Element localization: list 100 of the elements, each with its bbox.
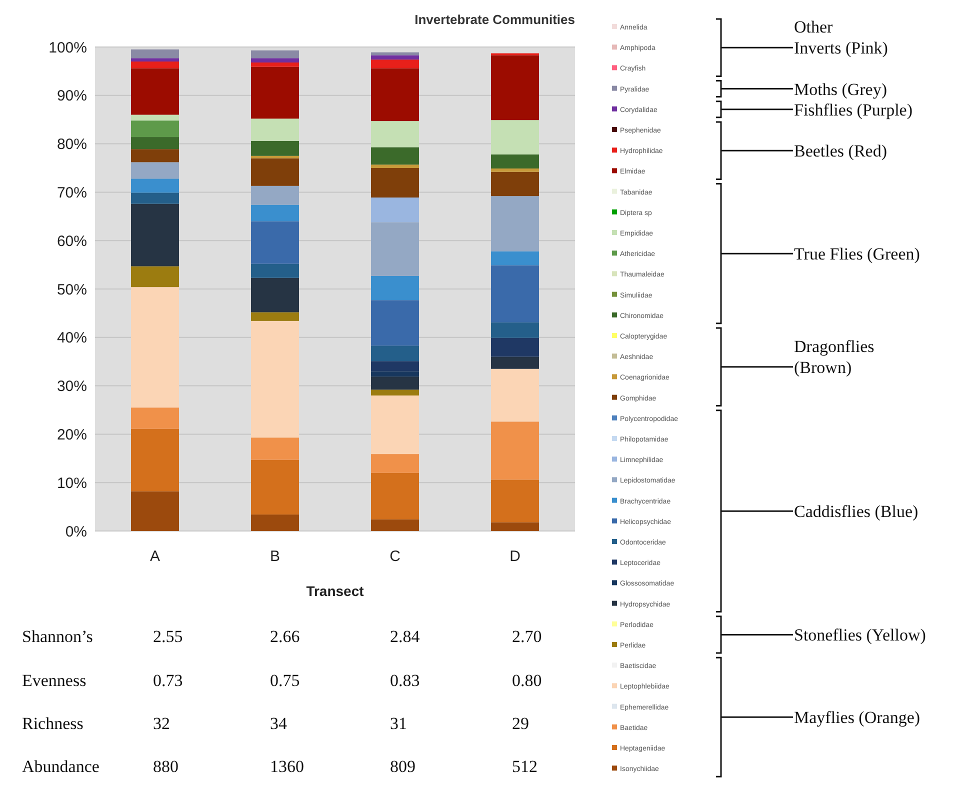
text: 34 [270, 714, 288, 733]
text: Dragonflies (Brown) [794, 336, 874, 377]
bar [251, 221, 299, 264]
text: 0.73 [153, 670, 183, 690]
text: 1360 [270, 756, 304, 776]
text: 2.70 [512, 626, 542, 646]
bar [491, 154, 539, 168]
text: 29 [512, 714, 529, 733]
bar [371, 68, 419, 122]
bar [251, 158, 299, 186]
bar [131, 68, 179, 115]
text: Stoneflies (Yellow) [794, 626, 926, 645]
text: 0.83 [390, 670, 420, 690]
bar [131, 428, 179, 492]
bar [491, 265, 539, 322]
bar [371, 55, 419, 60]
bar [491, 368, 539, 422]
bar [491, 322, 539, 338]
text: 2.66 [270, 626, 300, 646]
chart-title: Invertebrate Communities [414, 12, 575, 27]
bar [131, 266, 179, 288]
bar [131, 114, 179, 121]
text: Caddisflies (Blue) [794, 502, 918, 522]
bar [131, 162, 179, 179]
bar [491, 338, 539, 357]
x-tick-label: D [510, 548, 521, 565]
bar [491, 55, 539, 120]
text: 0.80 [512, 670, 542, 690]
x-axis-title: Transect [306, 583, 364, 599]
bar [371, 276, 419, 300]
bar [371, 198, 419, 222]
bar [131, 204, 179, 266]
text: Richness [22, 714, 84, 733]
text: Beetles (Red) [794, 142, 887, 161]
bar [491, 196, 539, 252]
y-tick-label: 60% [56, 232, 87, 250]
bar [131, 58, 179, 62]
bar [251, 438, 299, 460]
bar [131, 62, 179, 68]
bar [371, 390, 419, 396]
y-tick-label: 10% [56, 474, 87, 492]
bar [371, 222, 419, 276]
text: 31 [390, 714, 407, 733]
y-tick-label: 30% [56, 378, 87, 396]
bar [251, 320, 299, 438]
bar [131, 287, 179, 408]
y-tick-label: 70% [56, 184, 87, 202]
text: Mayflies (Orange) [794, 708, 920, 728]
y-tick-label: 90% [56, 88, 87, 105]
bar [251, 140, 299, 156]
bar [371, 121, 419, 148]
bar [491, 356, 539, 369]
text: 880 [153, 756, 178, 776]
y-tick-label: 50% [56, 281, 87, 298]
bar [491, 522, 539, 531]
text: 32 [153, 714, 170, 733]
bar [251, 50, 299, 58]
bar [131, 192, 179, 204]
text: True Flies (Green) [794, 244, 920, 264]
bar [131, 137, 179, 150]
bar [251, 156, 299, 158]
bar [251, 278, 299, 312]
bar [251, 460, 299, 515]
bar [131, 408, 179, 429]
x-tick-label: B [270, 548, 280, 565]
bar [371, 60, 419, 68]
bar [251, 118, 299, 141]
text: 512 [512, 756, 538, 776]
bar [251, 312, 299, 321]
bar [131, 491, 179, 531]
bar [371, 147, 419, 165]
bar [251, 58, 299, 62]
bar [251, 264, 299, 278]
text: Shannon’s [22, 626, 93, 646]
bar [371, 376, 419, 390]
bar [491, 172, 539, 196]
bar [371, 454, 419, 473]
bar [251, 62, 299, 67]
bar [371, 519, 419, 531]
bar [371, 472, 419, 520]
text: 809 [390, 756, 416, 776]
y-tick-label: 100% [48, 39, 87, 56]
bar [371, 346, 419, 362]
text: Other Inverts (Pink) [794, 18, 888, 58]
bar [131, 49, 179, 58]
text: 0.75 [270, 670, 300, 690]
bar [491, 168, 539, 172]
text: Fishflies (Purple) [794, 100, 913, 120]
text: Moths (Grey) [794, 80, 888, 99]
bar [251, 204, 299, 222]
bar [251, 514, 299, 531]
bar [251, 186, 299, 205]
text: Abundance [22, 756, 100, 776]
bar [371, 164, 419, 168]
bar [131, 149, 179, 162]
bar [251, 66, 299, 119]
bar [371, 395, 419, 454]
y-tick-label: 20% [56, 426, 87, 444]
y-tick-label: 40% [56, 330, 87, 347]
bar [131, 178, 179, 193]
